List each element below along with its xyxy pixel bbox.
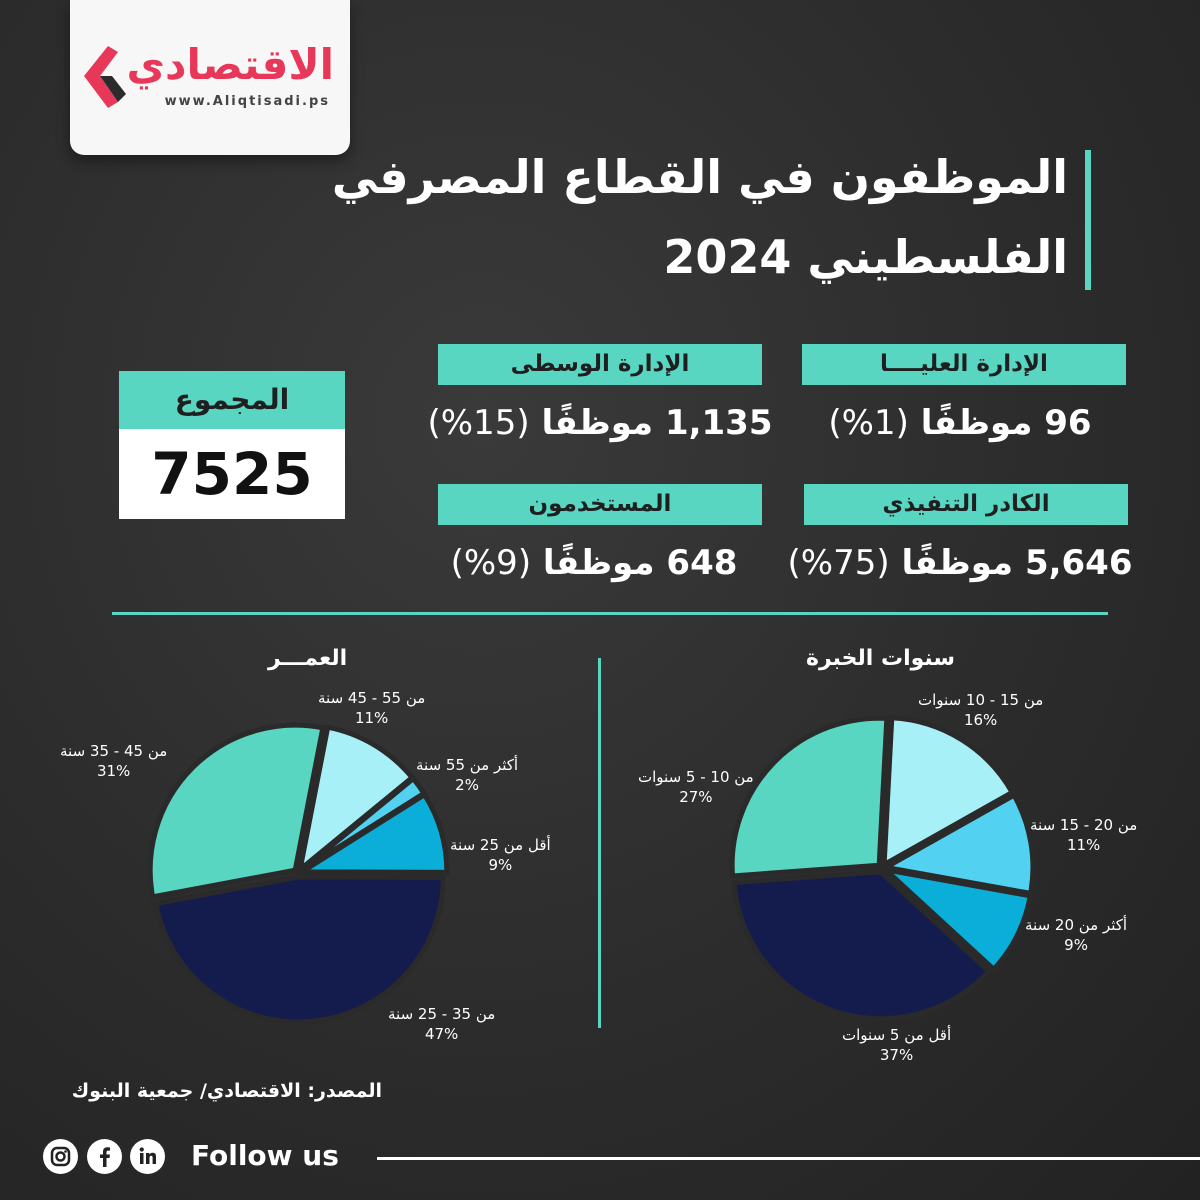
slice-label-name: أقل من 5 سنوات: [842, 1026, 952, 1044]
brand-url: www.Aliqtisadi.ps: [164, 94, 330, 109]
category-unit: موظفًا: [920, 403, 1033, 443]
age-pie-chart: [147, 722, 450, 1025]
footer-line: [377, 1157, 1200, 1160]
category-label-senior-management: الإدارة العليــــا: [802, 344, 1126, 385]
instagram-icon[interactable]: [43, 1139, 78, 1174]
slice-label-value: 2%: [455, 776, 479, 794]
slice-label-value: 9%: [1064, 936, 1088, 954]
title-accent-bar: [1085, 150, 1091, 290]
slice-label-name: من 20 - 15 سنة: [1030, 816, 1138, 834]
category-unit: موظفًا: [901, 543, 1014, 583]
experience-slice-3: [731, 869, 993, 1022]
section-divider: [112, 612, 1108, 615]
source-note: المصدر: الاقتصادي/ جمعية البنوك: [71, 1080, 382, 1102]
age-slice-0: [296, 724, 416, 876]
slice-label-name: أكثر من 20 سنة: [1025, 916, 1128, 934]
slice-label-value: 37%: [879, 1046, 914, 1064]
total-box: المجموع 7525: [119, 371, 345, 519]
total-value: 7525: [119, 429, 345, 519]
age-slice-2: [293, 791, 450, 875]
follow-us-text: Follow us: [191, 1139, 339, 1172]
experience-slice-2: [877, 865, 1034, 973]
category-count: 648: [666, 543, 738, 583]
category-value-middle-management: 1,135 موظفًا (15%): [420, 403, 780, 443]
slice-label: من 45 - 35 سنة 31%: [60, 741, 167, 781]
slice-label: من 15 - 10 سنوات 16%: [918, 690, 1043, 730]
facebook-icon[interactable]: [87, 1139, 122, 1174]
age-slice-3: [152, 874, 446, 1025]
slice-label: أقل من 25 سنة 9%: [450, 835, 551, 875]
category-value-senior-management: 96 موظفًا (1%): [780, 403, 1140, 443]
slice-label-value: 16%: [963, 711, 998, 729]
brand-name: الاقتصادي: [126, 40, 334, 89]
category-pct: (9%): [450, 543, 532, 583]
category-unit: موظفًا: [541, 403, 654, 443]
slice-label: من 55 - 45 سنة 11%: [318, 688, 425, 728]
page-title-line-2: الفلسطيني 2024: [663, 230, 1068, 284]
slice-label-value: 11%: [1066, 836, 1101, 854]
page-title-line-1: الموظفون في القطاع المصرفي: [331, 150, 1068, 204]
slice-label-value: 31%: [96, 762, 131, 780]
category-label-executive-staff: الكادر التنفيذي: [804, 484, 1128, 525]
experience-slice-0: [881, 715, 1016, 870]
experience-slice-1: [878, 791, 1036, 897]
category-pct: (1%): [828, 403, 909, 443]
experience-slice-4: [729, 715, 890, 879]
slice-label: أقل من 5 سنوات 37%: [842, 1025, 951, 1065]
slice-label: أكثر من 55 سنة 2%: [416, 755, 518, 795]
category-count: 5,646: [1024, 543, 1133, 583]
slice-label: من 10 - 5 سنوات 27%: [638, 767, 754, 807]
category-pct: (75%): [787, 543, 890, 583]
age-slice-4: [147, 722, 326, 900]
category-pct: (15%): [427, 403, 530, 443]
category-unit: موظفًا: [542, 543, 655, 583]
total-label: المجموع: [119, 371, 345, 429]
logo-card: الاقتصادي www.Aliqtisadi.ps: [70, 0, 350, 155]
logo-mark-icon: [84, 46, 126, 108]
slice-label: من 35 - 25 سنة 47%: [388, 1004, 495, 1044]
category-count: 96: [1044, 403, 1092, 443]
slice-label-name: من 15 - 10 سنوات: [918, 691, 1044, 709]
slice-label-name: أكثر من 55 سنة: [416, 756, 519, 774]
slice-label-name: من 55 - 45 سنة: [318, 689, 426, 707]
category-label-middle-management: الإدارة الوسطى: [438, 344, 762, 385]
experience-pie-chart: [729, 715, 1036, 1022]
charts-divider: [598, 658, 601, 1028]
age-chart-title: العمـــر: [268, 646, 348, 671]
slice-label-value: 27%: [679, 788, 713, 806]
slice-label-name: من 10 - 5 سنوات: [638, 768, 754, 786]
slice-label-value: 11%: [354, 709, 389, 727]
category-count: 1,135: [664, 403, 773, 443]
slice-label-name: من 45 - 35 سنة: [60, 742, 168, 760]
slice-label-value: 47%: [424, 1025, 459, 1043]
slice-label-value: 9%: [488, 856, 513, 874]
slice-label: أكثر من 20 سنة 9%: [1025, 915, 1127, 955]
slice-label-name: أقل من 25 سنة: [450, 836, 551, 854]
slice-label: من 20 - 15 سنة 11%: [1030, 815, 1137, 855]
experience-chart-title: سنوات الخبرة: [806, 646, 956, 671]
category-value-employees: 648 موظفًا (9%): [414, 543, 774, 583]
slice-label-name: من 35 - 25 سنة: [388, 1005, 496, 1023]
linkedin-icon[interactable]: [130, 1139, 165, 1174]
category-label-employees: المستخدمون: [438, 484, 762, 525]
category-value-executive-staff: 5,646 موظفًا (75%): [780, 543, 1140, 583]
